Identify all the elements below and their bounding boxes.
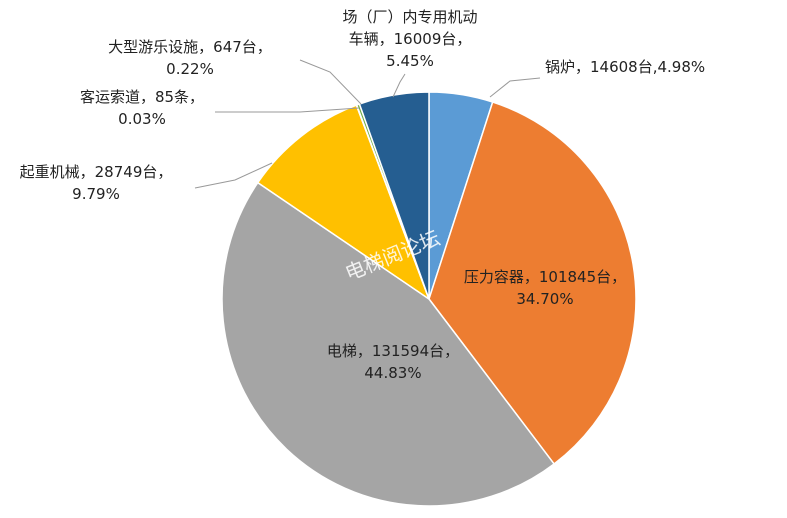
slice-label-line: 34.70%: [516, 290, 573, 308]
slice-label: 压力容器，101845台， 34.70%: [464, 268, 626, 308]
slice-label-line: 压力容器，101845台，: [464, 268, 626, 286]
leader-line: [392, 73, 406, 98]
slice-label: 客运索道，85条， 0.03%: [80, 88, 204, 128]
slice-label-line: 客运索道，85条，: [80, 88, 204, 106]
slice-label-line: 9.79%: [72, 185, 120, 203]
pie-slice: [428, 101, 637, 465]
leader-line: [215, 107, 360, 113]
slice-label: 大型游乐设施，647台， 0.22%: [108, 38, 272, 78]
leader-line: [194, 162, 273, 189]
slice-label-line: 44.83%: [364, 364, 421, 382]
pie-slice: [256, 104, 431, 301]
slice-label-line: 起重机械，28749台，: [20, 163, 173, 181]
slice-label-line: 0.22%: [166, 60, 214, 78]
slice-label: 电梯，131594台， 44.83%: [327, 342, 459, 382]
leader-line: [489, 77, 541, 98]
slice-label-line: 0.03%: [118, 110, 166, 128]
slice-label-line: 车辆，16009台，: [349, 30, 472, 48]
leader-line: [299, 59, 362, 105]
slice-label-line: 大型游乐设施，647台，: [108, 38, 272, 56]
slice-label: 锅炉，14608台,4.98%: [545, 58, 705, 76]
slice-label-line: 场（厂）内专用机动: [342, 8, 477, 26]
slice-label: 起重机械，28749台， 9.79%: [20, 163, 173, 203]
slice-label-line: 锅炉，14608台,4.98%: [545, 58, 705, 76]
slice-label-line: 电梯，131594台，: [327, 342, 459, 360]
slice-label: 场（厂）内专用机动车辆，16009台， 5.45%: [342, 8, 477, 70]
pie-slice: [221, 181, 556, 507]
slice-label-line: 5.45%: [386, 52, 434, 70]
